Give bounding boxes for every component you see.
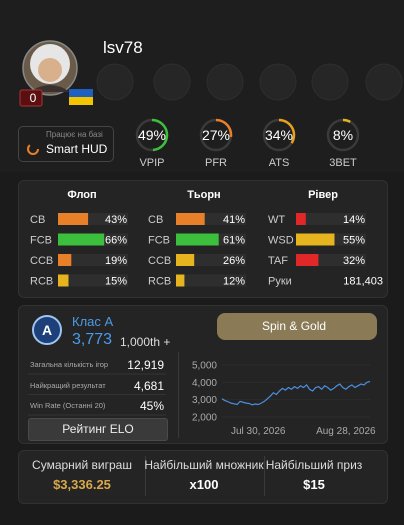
hud-name: Smart HUD [46, 142, 108, 156]
rank-stat-value: 12,919 [127, 358, 164, 372]
rank-stat-value: 4,681 [133, 378, 164, 393]
elo-button[interactable]: Рейтинг ELO [28, 418, 168, 441]
rank-position: 1,000th + [120, 335, 171, 349]
rank-rating: 3,773 [72, 331, 113, 348]
divider [264, 456, 265, 496]
rank-stat-label: Загальна кількість ігор [30, 360, 109, 369]
username: lsv78 [103, 38, 143, 57]
divider [178, 352, 179, 438]
mode-dropdown[interactable] [217, 313, 377, 340]
mode-label: Spin & Gold [262, 319, 327, 333]
rank-stat-label: Найкращий результат [30, 380, 106, 390]
rank-title: Клас A [72, 314, 114, 329]
hud-caption: Працює на базі [46, 130, 103, 139]
rank-stat-label: Win Rate (Останні 20) [30, 401, 106, 410]
summary-card [18, 450, 388, 504]
hud-box[interactable] [18, 126, 114, 162]
streets-card [18, 180, 388, 298]
rank-stat-value: 45% [139, 399, 164, 413]
divider [145, 456, 146, 496]
